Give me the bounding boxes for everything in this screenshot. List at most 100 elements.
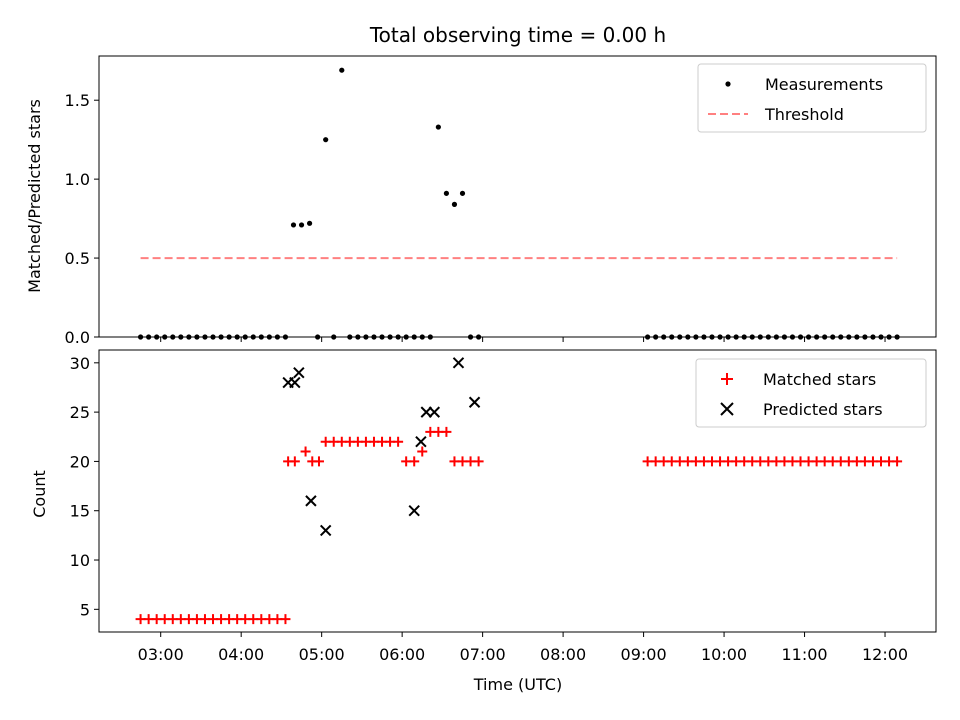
- measurement-point: [685, 334, 691, 340]
- measurement-point: [878, 334, 884, 340]
- measurement-point: [266, 334, 272, 340]
- matched-star-point: [409, 456, 420, 467]
- measurement-point: [331, 334, 337, 340]
- measurement-point: [822, 334, 828, 340]
- predicted-star-point: [305, 495, 317, 507]
- measurement-point: [717, 334, 723, 340]
- measurement-point: [250, 334, 256, 340]
- measurement-point: [725, 334, 731, 340]
- measurement-point: [210, 334, 216, 340]
- measurement-point: [476, 334, 482, 340]
- measurement-point: [194, 334, 200, 340]
- bottom-legend: Matched stars Predicted stars: [695, 358, 927, 428]
- measurement-point: [677, 334, 683, 340]
- measurement-point: [427, 334, 433, 340]
- measurement-point: [886, 334, 892, 340]
- measurement-point: [186, 334, 192, 340]
- measurement-point: [162, 334, 168, 340]
- measurement-point: [323, 137, 329, 143]
- top-legend: Measurements Threshold: [697, 63, 927, 133]
- measurement-point: [178, 334, 184, 340]
- measurement-point: [146, 334, 152, 340]
- matched-star-point: [441, 426, 452, 437]
- measurement-point: [797, 334, 804, 340]
- measurement-point: [443, 190, 450, 196]
- legend-predicted-marker: [720, 402, 734, 416]
- measurement-point: [733, 334, 739, 340]
- matched-star-point: [289, 456, 300, 467]
- predicted-star-point: [293, 366, 305, 379]
- top-panel: 0.0 0.5 1.0 1.5 Matched/Predicted stars Mea…: [25, 55, 937, 347]
- bottom-legend-box: [695, 358, 927, 428]
- measurement-point: [403, 334, 409, 340]
- measurement-point: [290, 222, 297, 228]
- measurement-point: [459, 190, 466, 196]
- measurement-point: [693, 334, 699, 340]
- measurement-point: [862, 334, 868, 340]
- measurement-point: [419, 334, 425, 340]
- bottom-y-axis-label: Count: [30, 470, 49, 518]
- measurement-point: [451, 201, 458, 207]
- bottom-y-tick-label: 10: [70, 551, 90, 570]
- measurement-point: [274, 334, 280, 340]
- measurement-point: [894, 334, 900, 340]
- matched-star-point: [393, 436, 404, 447]
- legend-measurements-marker: [725, 81, 731, 87]
- measurement-point: [202, 334, 208, 340]
- measurement-point: [757, 334, 763, 340]
- measurement-point: [870, 334, 876, 340]
- predicted-star-point: [468, 396, 481, 408]
- measurement-point: [170, 334, 176, 340]
- measurement-point: [234, 334, 240, 340]
- top-plot-frame: [98, 55, 937, 338]
- measurement-point: [282, 334, 289, 340]
- bottom-y-tick-label: 15: [70, 502, 90, 521]
- bottom-y-tick-label: 30: [70, 354, 90, 373]
- measurement-point: [749, 334, 755, 340]
- measurement-point: [339, 67, 345, 73]
- measurement-point: [298, 222, 305, 228]
- x-ticks: 03:00 04:00 05:00 06:00 07:00 08:00 09:00 10:00…: [138, 337, 908, 664]
- top-y-tick-label: 1.0: [65, 170, 90, 189]
- measurement-point: [830, 334, 836, 340]
- legend-threshold-label: Threshold: [764, 105, 844, 124]
- measurement-point: [709, 334, 715, 340]
- x-tick-label: 08:00: [540, 645, 586, 664]
- top-marks: [137, 67, 900, 340]
- measurement-point: [387, 334, 393, 340]
- predicted-star-point: [319, 524, 332, 537]
- matched-star-point: [892, 456, 903, 467]
- matched-star-point: [300, 446, 311, 457]
- measurement-point: [395, 334, 401, 340]
- measurement-point: [218, 334, 224, 340]
- legend-measurements-label: Measurements: [765, 75, 883, 94]
- measurement-point: [363, 334, 369, 340]
- measurement-point: [355, 334, 361, 340]
- legend-matched-marker: [721, 373, 733, 385]
- bottom-y-tick-label: 5: [80, 600, 90, 619]
- matched-star-point: [417, 446, 428, 457]
- measurement-point: [258, 334, 264, 340]
- legend-matched-label: Matched stars: [763, 370, 876, 389]
- bottom-y-ticks: 5 10 15 20 25 30: [70, 354, 99, 619]
- bottom-marks: [135, 357, 903, 625]
- measurement-point: [467, 334, 474, 340]
- measurement-point: [226, 334, 232, 340]
- bottom-y-tick-label: 20: [70, 452, 90, 471]
- legend-predicted-label: Predicted stars: [763, 400, 883, 419]
- measurement-point: [846, 334, 852, 340]
- x-tick-label: 10:00: [701, 645, 747, 664]
- measurement-point: [435, 124, 441, 130]
- measurement-point: [661, 334, 667, 340]
- measurement-point: [669, 334, 675, 340]
- measurement-point: [154, 334, 160, 340]
- x-tick-label: 11:00: [781, 645, 827, 664]
- bottom-y-tick-label: 25: [70, 403, 90, 422]
- measurement-point: [371, 334, 377, 340]
- x-tick-label: 05:00: [299, 645, 345, 664]
- top-y-ticks: 0.0 0.5 1.0 1.5: [65, 91, 99, 347]
- x-tick-label: 03:00: [138, 645, 184, 664]
- measurement-point: [701, 334, 707, 340]
- measurement-point: [242, 334, 248, 340]
- x-axis-label: Time (UTC): [473, 675, 562, 694]
